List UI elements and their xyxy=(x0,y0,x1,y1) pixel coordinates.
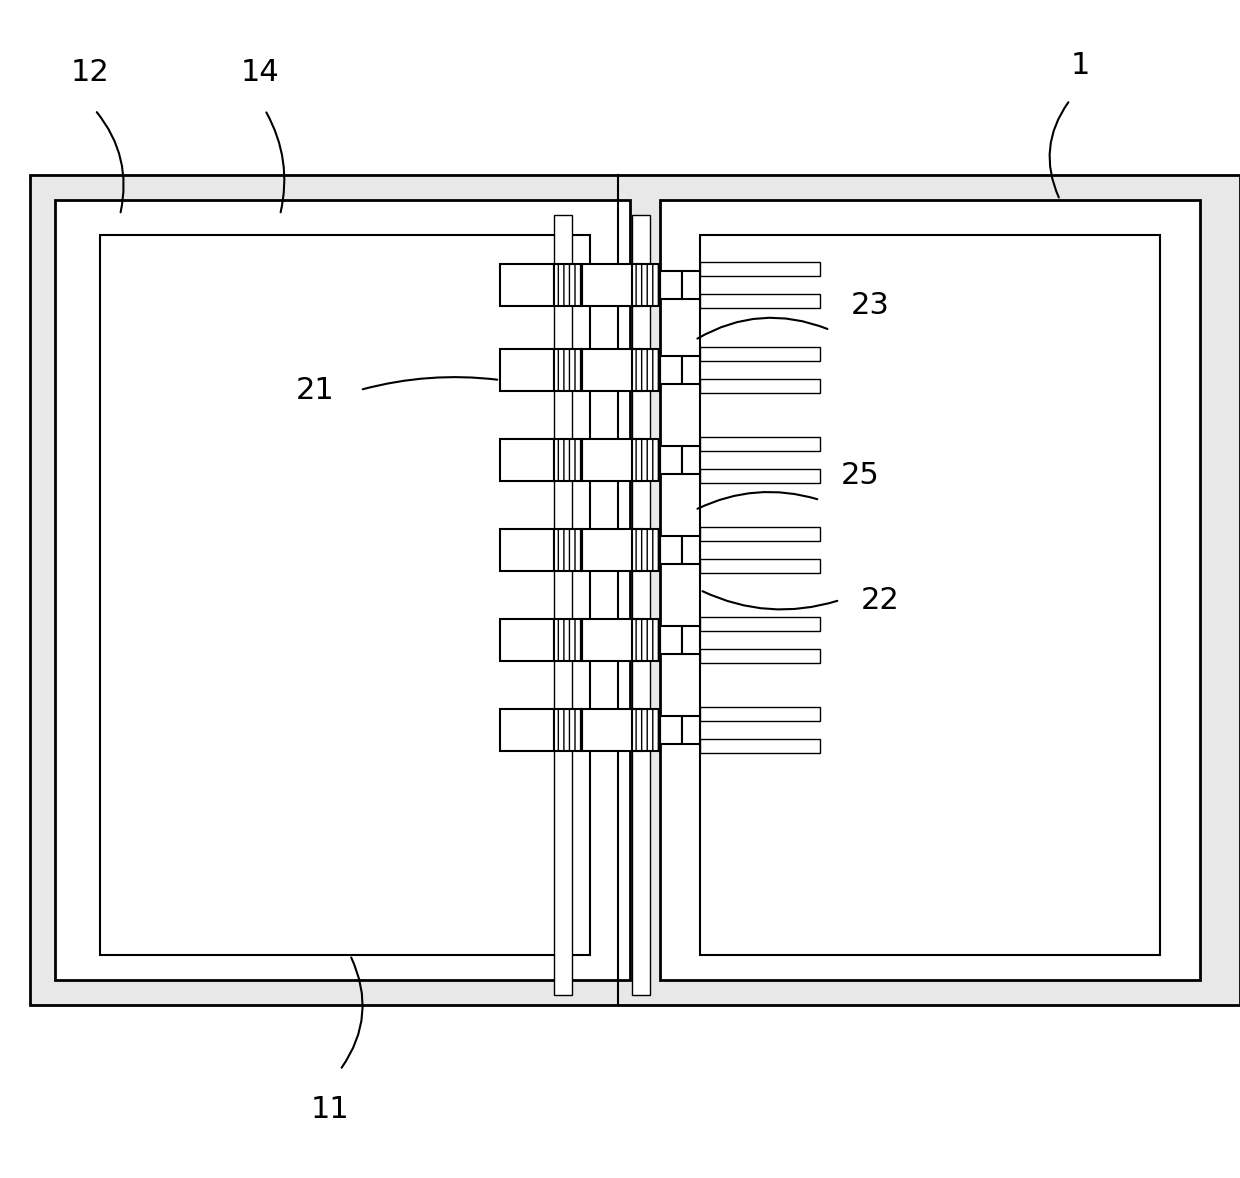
Bar xyxy=(500,439,554,481)
Bar xyxy=(682,716,701,744)
Bar xyxy=(682,626,701,654)
Bar xyxy=(500,618,554,661)
Bar xyxy=(701,527,820,541)
Bar xyxy=(701,469,820,483)
Bar xyxy=(701,739,820,753)
Text: 25: 25 xyxy=(841,461,879,490)
Text: 11: 11 xyxy=(311,1096,350,1125)
Bar xyxy=(582,529,642,571)
Bar xyxy=(632,264,660,306)
Bar xyxy=(660,200,1200,980)
Bar xyxy=(682,356,701,384)
Bar xyxy=(701,234,1159,955)
Bar xyxy=(500,349,554,391)
Bar xyxy=(660,271,682,299)
Bar xyxy=(682,271,701,299)
Bar xyxy=(500,264,554,306)
Bar xyxy=(554,618,582,661)
Bar xyxy=(701,437,820,451)
Text: 23: 23 xyxy=(851,291,889,319)
Text: 22: 22 xyxy=(861,585,899,615)
Bar xyxy=(582,349,642,391)
Bar xyxy=(582,264,642,306)
Bar xyxy=(632,529,660,571)
Bar xyxy=(582,439,642,481)
Bar xyxy=(701,707,820,721)
Text: 12: 12 xyxy=(71,58,109,86)
Bar xyxy=(632,216,650,995)
Bar xyxy=(701,379,820,393)
Bar xyxy=(500,709,554,752)
Bar xyxy=(100,234,590,955)
Bar xyxy=(554,709,582,752)
Bar xyxy=(682,446,701,474)
Bar xyxy=(500,529,554,571)
Bar xyxy=(554,264,582,306)
Bar xyxy=(632,439,660,481)
Bar xyxy=(660,446,682,474)
Bar xyxy=(701,560,820,573)
Bar xyxy=(582,709,642,752)
Bar xyxy=(30,176,1240,1005)
Bar xyxy=(660,536,682,564)
Bar xyxy=(660,356,682,384)
Bar xyxy=(682,536,701,564)
Bar xyxy=(701,294,820,307)
Bar xyxy=(632,618,660,661)
Bar xyxy=(554,529,582,571)
Bar xyxy=(632,709,660,752)
Text: 1: 1 xyxy=(1070,51,1090,79)
Bar xyxy=(582,618,642,661)
Bar xyxy=(55,200,630,980)
Bar xyxy=(701,348,820,360)
Bar xyxy=(701,649,820,663)
Bar xyxy=(701,617,820,631)
Text: 14: 14 xyxy=(241,58,279,86)
Bar xyxy=(554,349,582,391)
Bar xyxy=(701,262,820,276)
Bar xyxy=(554,439,582,481)
Bar xyxy=(660,626,682,654)
Bar xyxy=(632,349,660,391)
Text: 21: 21 xyxy=(295,376,335,404)
Bar xyxy=(554,216,572,995)
Bar xyxy=(660,716,682,744)
